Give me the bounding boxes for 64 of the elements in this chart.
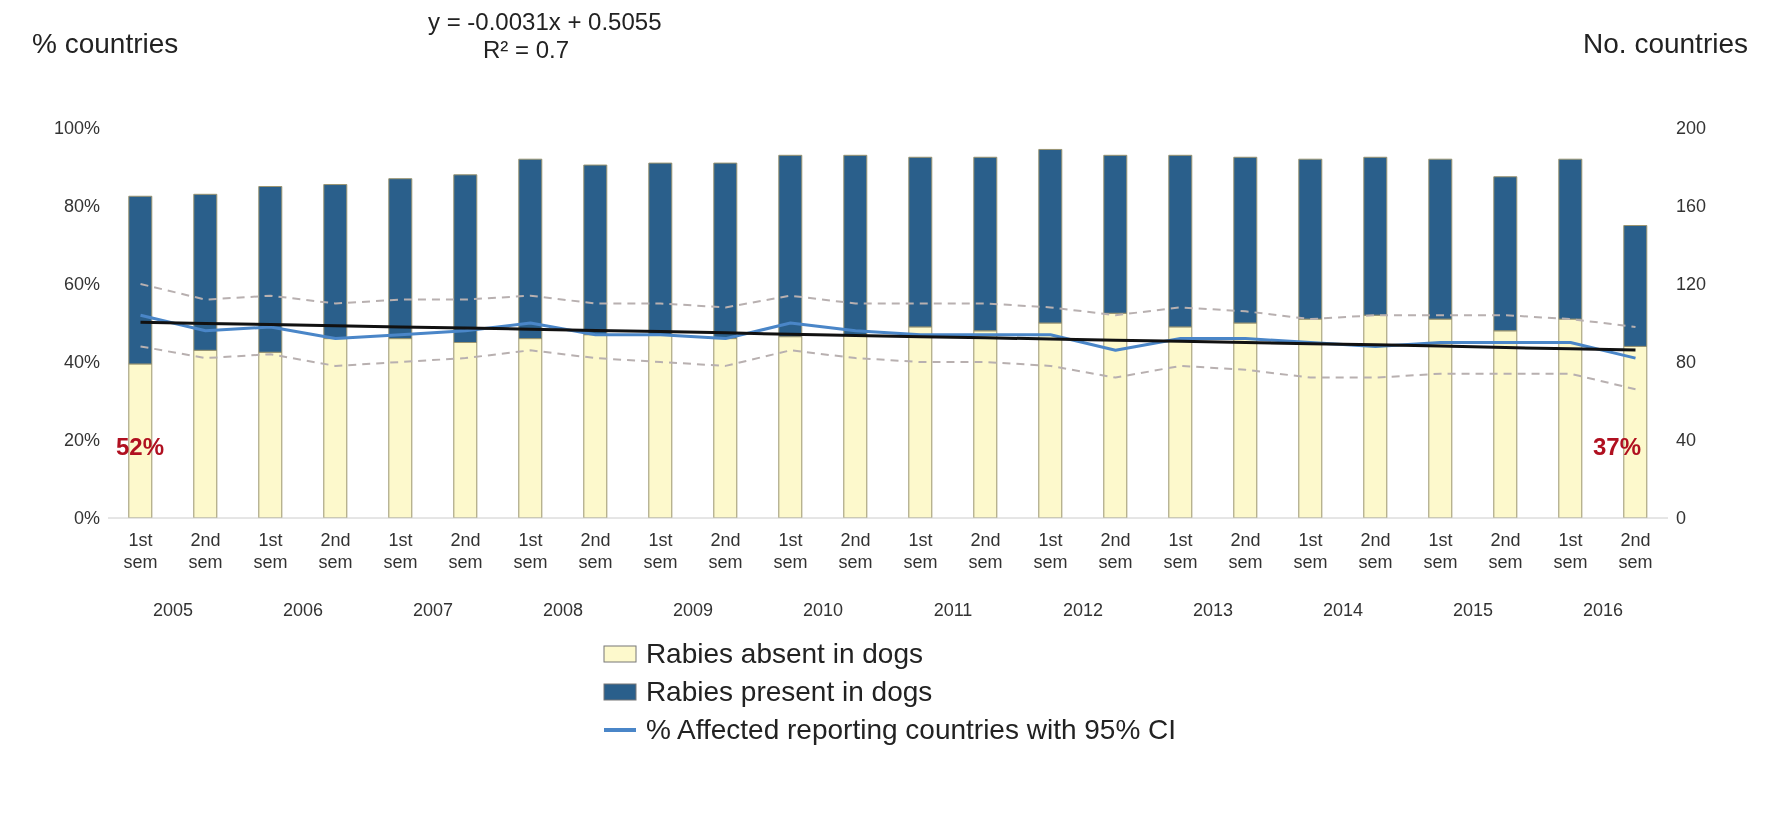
x-tick-label: 2nd sem [578, 530, 613, 572]
x-tick-label: 2nd sem [1098, 530, 1133, 572]
y-tick-label: 0% [73, 508, 100, 529]
y2-tick-label: 80 [1676, 352, 1697, 373]
x-tick-label: 2nd sem [1618, 530, 1653, 572]
x-tick-label: 2nd sem [968, 530, 1003, 572]
x-tick-label: 2nd sem [1488, 530, 1523, 572]
x-tick-label: 1st sem [253, 530, 288, 572]
text: 2008 [542, 600, 584, 620]
y2-tick-label: 0 [1676, 508, 1687, 529]
text: 2016 [1582, 600, 1624, 620]
line-series [139, 320, 1637, 352]
text: 2012 [1062, 600, 1104, 620]
text: 2007 [412, 600, 454, 620]
text: 2006 [282, 600, 324, 620]
line-series [139, 283, 1637, 328]
bar [843, 334, 868, 518]
text: R² = 0.7 [483, 36, 570, 63]
y-tick-label: 20% [63, 430, 100, 451]
x-tick-label: 2nd sem [1358, 530, 1393, 572]
x-tick-label: 1st sem [773, 530, 808, 572]
y2-tick-label: 120 [1676, 274, 1707, 295]
text: 2011 [933, 600, 973, 620]
bar [648, 334, 673, 518]
x-tick-label: 1st sem [903, 530, 938, 572]
text: 2013 [1192, 600, 1234, 620]
y-tick-label: 60% [63, 274, 100, 295]
legend-label: Rabies present in dogs [645, 676, 933, 707]
y-axis-title: % countries [32, 28, 179, 59]
x-tick-label: 1st sem [513, 530, 548, 572]
y-tick-label: 100% [53, 118, 100, 139]
bar [648, 162, 673, 336]
y2-tick-label: 40 [1676, 430, 1697, 451]
text: y = -0.0031x + 0.5055 [428, 8, 662, 35]
x-tick-label: 1st sem [383, 530, 418, 572]
x-tick-label: 2nd sem [708, 530, 743, 572]
text: 2009 [672, 600, 714, 620]
text: 2014 [1322, 600, 1364, 620]
x-tick-label: 1st sem [1553, 530, 1588, 572]
legend-label: Rabies absent in dogs [645, 638, 923, 669]
text: 2005 [152, 600, 194, 620]
x-tick-label: 2nd sem [318, 530, 353, 572]
y2-tick-label: 160 [1676, 196, 1707, 217]
bar [843, 154, 868, 336]
line-series [139, 345, 1637, 391]
x-tick-label: 1st sem [1423, 530, 1458, 572]
text: 2010 [802, 600, 844, 620]
x-tick-label: 1st sem [1293, 530, 1328, 572]
text: 2015 [1452, 600, 1494, 620]
x-tick-label: 2nd sem [1228, 530, 1263, 572]
x-tick-label: 1st sem [123, 530, 158, 572]
annotation: 37% [1593, 433, 1642, 460]
x-tick-label: 2nd sem [838, 530, 873, 572]
x-tick-label: 1st sem [1163, 530, 1198, 572]
y-tick-label: 80% [63, 196, 100, 217]
y2-axis-title: No. countries [1583, 28, 1748, 59]
x-tick-label: 1st sem [1033, 530, 1068, 572]
annotation: 52% [116, 433, 165, 460]
legend-label: % Affected reporting countries with 95% CI [645, 714, 1177, 745]
x-tick-label: 2nd sem [448, 530, 483, 572]
y-tick-label: 40% [63, 352, 100, 373]
y2-tick-label: 200 [1676, 118, 1707, 139]
x-tick-label: 2nd sem [188, 530, 223, 572]
x-tick-label: 1st sem [643, 530, 678, 572]
